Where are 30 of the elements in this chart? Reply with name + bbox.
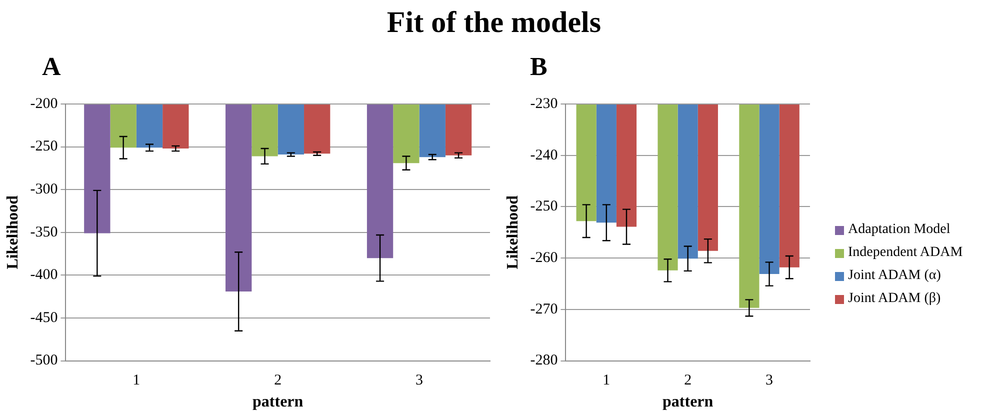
legend-label: Joint ADAM (α) (848, 268, 941, 284)
x-tick-label: 2 (274, 372, 282, 389)
chart-title: Fit of the models (386, 6, 602, 40)
y-tick-label: -260 (530, 250, 558, 266)
y-tick-label: -200 (30, 96, 58, 112)
y-tick-label: -450 (30, 310, 58, 326)
x-tick-label: 2 (684, 372, 692, 389)
chart-subtitle: B (530, 52, 548, 82)
y-tick-label: -280 (530, 352, 558, 369)
y-axis-title: Likelihood (504, 195, 522, 270)
x-tick-label: 3 (416, 372, 424, 389)
x-tick-label: 3 (766, 372, 774, 389)
y-tick-label: -230 (530, 96, 558, 112)
y-axis-title: Likelihood (4, 195, 22, 270)
x-tick-label: 1 (602, 372, 610, 389)
x-tick-label: 1 (132, 372, 140, 389)
y-tick-label: -400 (30, 267, 58, 284)
y-tick-label: -250 (30, 138, 58, 155)
chart-subtitle: A (42, 52, 61, 82)
y-tick-label: -270 (530, 301, 558, 318)
x-axis-title: pattern (662, 394, 714, 411)
x-axis-title: pattern (252, 394, 304, 411)
legend-label: Adaptation Model (848, 222, 950, 238)
y-tick-label: -500 (30, 352, 58, 369)
y-tick-label: -300 (30, 182, 58, 198)
legend-label: Joint ADAM (β) (848, 291, 941, 307)
y-tick-label: -240 (530, 147, 558, 164)
y-tick-label: -250 (530, 198, 558, 215)
legend-label: Independent ADAM (848, 245, 963, 261)
y-tick-label: -350 (30, 224, 58, 240)
